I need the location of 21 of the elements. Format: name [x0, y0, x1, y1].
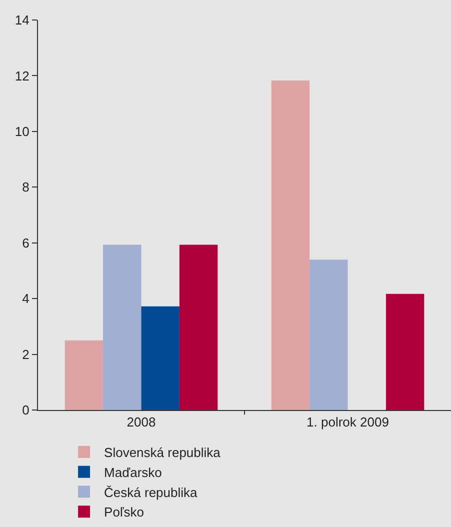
y-tick-label: 4 — [22, 291, 30, 306]
y-tick-label: 6 — [22, 235, 30, 250]
x-tick-label: 1. polrok 2009 — [306, 414, 389, 430]
legend-label: Maďarsko — [104, 464, 162, 480]
x-tick-label: 2008 — [126, 414, 156, 430]
bar — [271, 80, 310, 410]
y-tick-label: 8 — [22, 180, 30, 195]
bar — [386, 294, 424, 410]
legend-label: Slovenská republika — [104, 445, 222, 460]
y-tick-label: 10 — [14, 124, 30, 139]
bar — [179, 244, 218, 410]
y-tick-label: 0 — [22, 402, 30, 418]
bar — [141, 306, 180, 410]
y-tick-label: 2 — [22, 346, 30, 362]
y-tick-label: 14 — [14, 12, 30, 28]
y-tick-label: 12 — [14, 68, 30, 84]
bar — [103, 244, 142, 410]
bar — [64, 340, 104, 410]
bar — [310, 260, 348, 410]
legend-label: Česká republika — [104, 484, 198, 500]
legend-label: Poľsko — [104, 504, 144, 520]
